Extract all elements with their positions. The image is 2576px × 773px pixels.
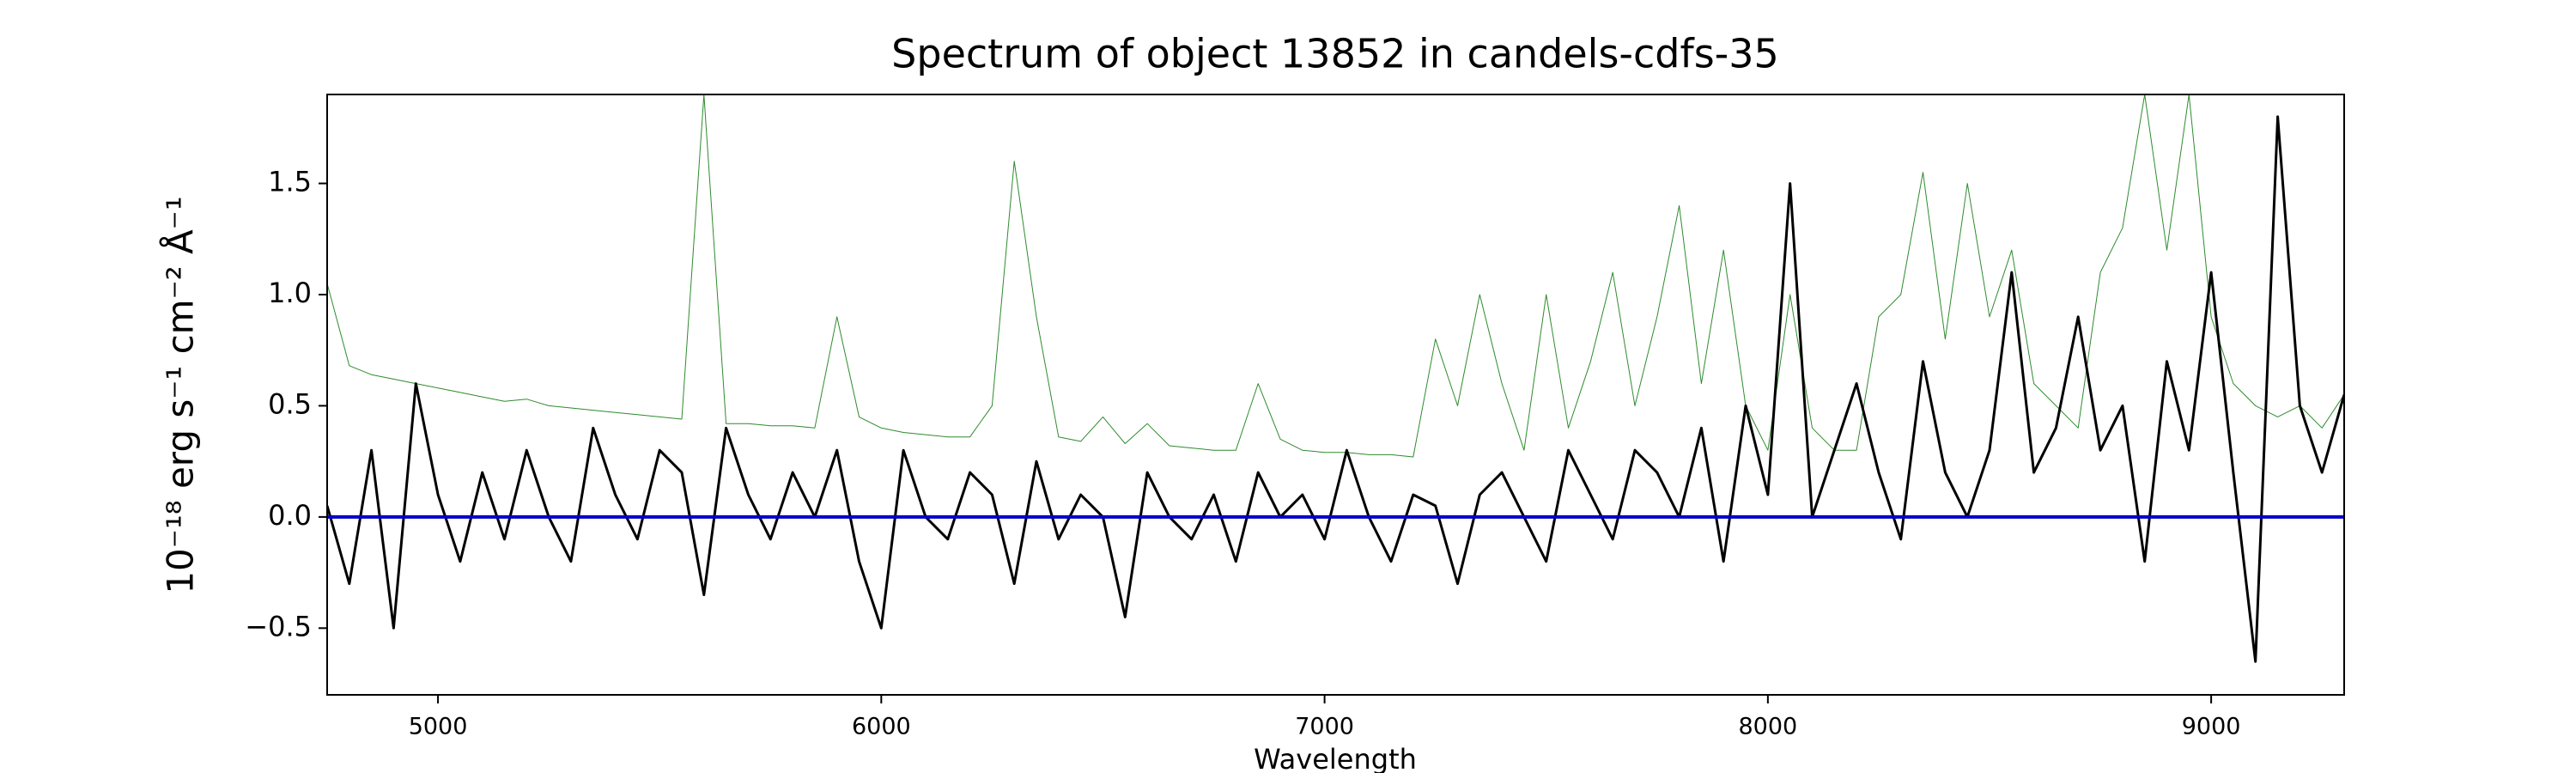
y-axis-label: 10⁻¹⁸ erg s⁻¹ cm⁻² Å⁻¹	[159, 196, 202, 593]
x-axis-label: Wavelength	[1254, 743, 1417, 773]
x-tick-label: 9000	[2182, 714, 2241, 740]
spectrum-line	[327, 115, 2344, 663]
y-tick-label: 1.5	[268, 166, 312, 198]
y-tick-label: 1.0	[268, 277, 312, 309]
y-tick-label: 0.0	[268, 499, 312, 532]
x-tick-label: 8000	[1738, 714, 1797, 740]
x-tick-label: 7000	[1295, 714, 1354, 740]
spectrum-line	[327, 94, 2344, 458]
chart-title: Spectrum of object 13852 in candels-cdfs…	[891, 31, 1779, 77]
x-tick-label: 5000	[409, 714, 468, 740]
y-tick-label: −0.5	[245, 610, 312, 642]
y-tick-label: 0.5	[268, 387, 312, 420]
x-tick-label: 6000	[852, 714, 911, 740]
plot-frame	[326, 94, 2345, 696]
